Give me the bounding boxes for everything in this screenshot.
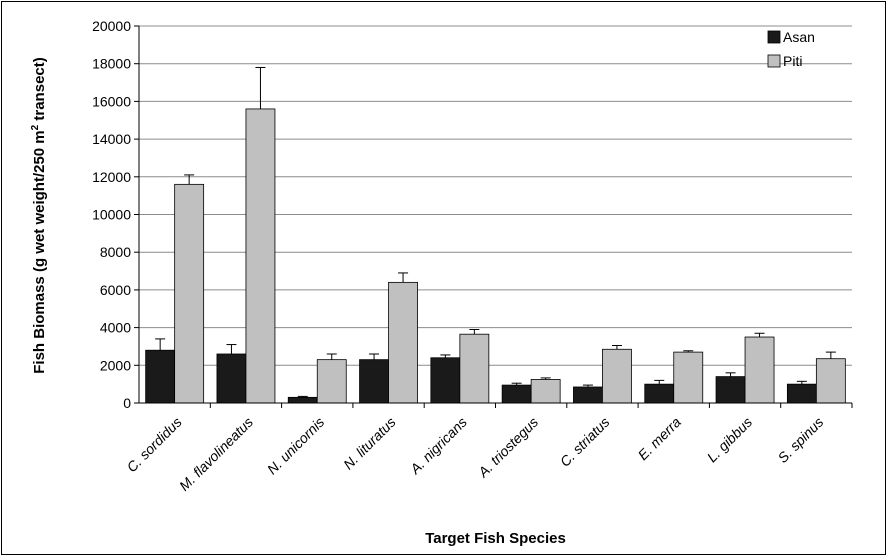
bar-asan-l-gibbus — [715, 376, 746, 404]
x-category-label: N. lituratus — [340, 414, 399, 473]
x-axis-title: Target Fish Species — [425, 530, 566, 547]
y-tick-label: 10000 — [92, 207, 131, 223]
bar-piti-n-lituratus — [388, 281, 418, 404]
bar-asan-c-striatus — [573, 386, 603, 404]
bar-piti-m-flavolineatus — [245, 108, 276, 404]
y-tick-label: 20000 — [92, 18, 131, 34]
bar-asan-c-sordidus — [145, 349, 176, 404]
x-category-label: C. striatus — [557, 414, 613, 470]
legend-label-piti: Piti — [783, 53, 802, 69]
x-category-label: N. unicornis — [264, 414, 328, 478]
y-tick-label: 2000 — [100, 357, 131, 373]
bar-piti-c-striatus — [602, 348, 632, 404]
bar-piti-l-gibbus — [744, 336, 775, 404]
y-tick-label: 14000 — [92, 131, 131, 147]
y-axis-title-main: Fish Biomass (g wet weight/250 m — [31, 130, 48, 373]
bar-piti-n-unicornis — [316, 359, 347, 404]
y-axis-title: Fish Biomass (g wet weight/250 m2 transe… — [30, 57, 48, 374]
legend-label-asan: Asan — [783, 29, 815, 45]
x-category-label: M. flavolineatus — [176, 414, 256, 494]
y-tick-label: 4000 — [100, 320, 131, 336]
y-tick-label: 18000 — [92, 56, 131, 72]
bars — [145, 108, 846, 404]
x-category-label: C. sordidus — [123, 414, 184, 475]
bar-asan-n-unicornis — [287, 396, 318, 404]
bar-asan-e-merra — [644, 383, 675, 404]
bar-asan-s-spinus — [786, 383, 817, 404]
y-tick-label: 16000 — [92, 93, 131, 109]
bar-piti-e-merra — [673, 351, 704, 404]
x-category-label: S. spinus — [774, 414, 826, 466]
legend-swatch-asan — [767, 30, 781, 44]
x-category-label: E. merra — [635, 414, 684, 463]
bar-asan-a-triostegus — [501, 384, 532, 404]
bar-piti-a-triostegus — [530, 379, 561, 404]
bar-piti-a-nigricans — [459, 333, 490, 404]
bar-asan-n-lituratus — [359, 359, 389, 404]
y-axis-title-superscript: 2 — [30, 124, 41, 130]
bar-asan-a-nigricans — [430, 357, 461, 404]
error-bars — [155, 66, 836, 398]
bar-piti-s-spinus — [815, 358, 846, 404]
y-axis-title-end: transect) — [31, 57, 48, 125]
legend: Asan Piti — [767, 29, 815, 69]
legend-swatch-piti — [767, 54, 781, 68]
bar-piti-c-sordidus — [174, 183, 205, 404]
y-tick-label: 8000 — [100, 244, 131, 260]
x-category-label: A. nigricans — [406, 414, 470, 478]
y-tick-label: 12000 — [92, 169, 131, 185]
x-category-label: L. gibbus — [704, 414, 755, 465]
axes — [134, 25, 853, 408]
y-tick-label: 6000 — [100, 282, 131, 298]
bar-asan-m-flavolineatus — [216, 353, 247, 404]
x-category-label: A. triostegus — [474, 414, 541, 481]
y-tick-label: 0 — [123, 395, 131, 411]
y-tick-labels: 0 2000 4000 6000 8000 10000 12000 14000 16000 180… — [92, 18, 131, 411]
